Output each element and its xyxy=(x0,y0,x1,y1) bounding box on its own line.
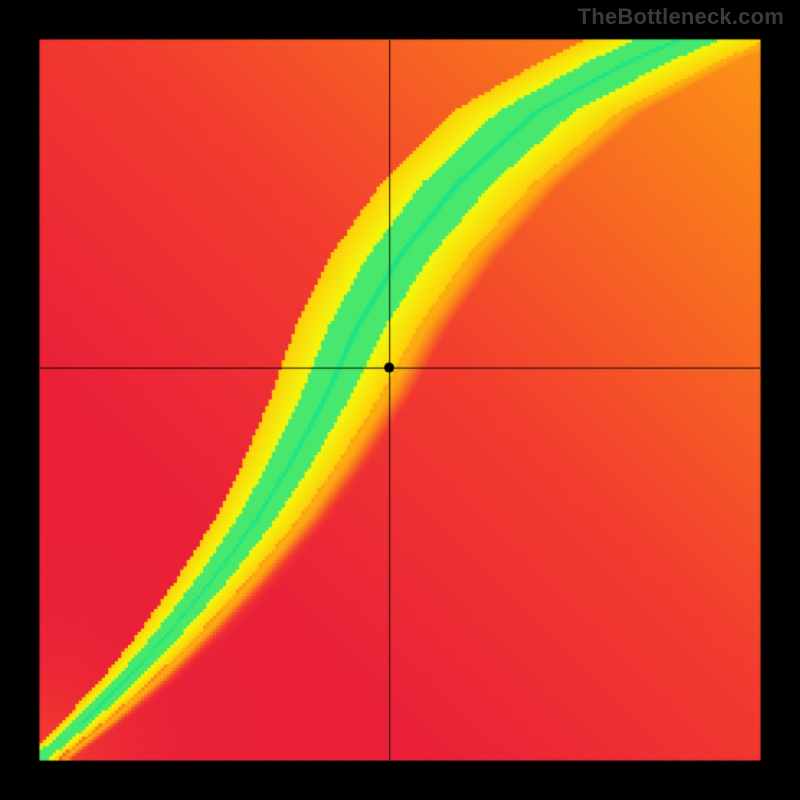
heatmap-canvas xyxy=(0,0,800,800)
watermark-text: TheBottleneck.com xyxy=(578,4,784,30)
chart-container: TheBottleneck.com xyxy=(0,0,800,800)
